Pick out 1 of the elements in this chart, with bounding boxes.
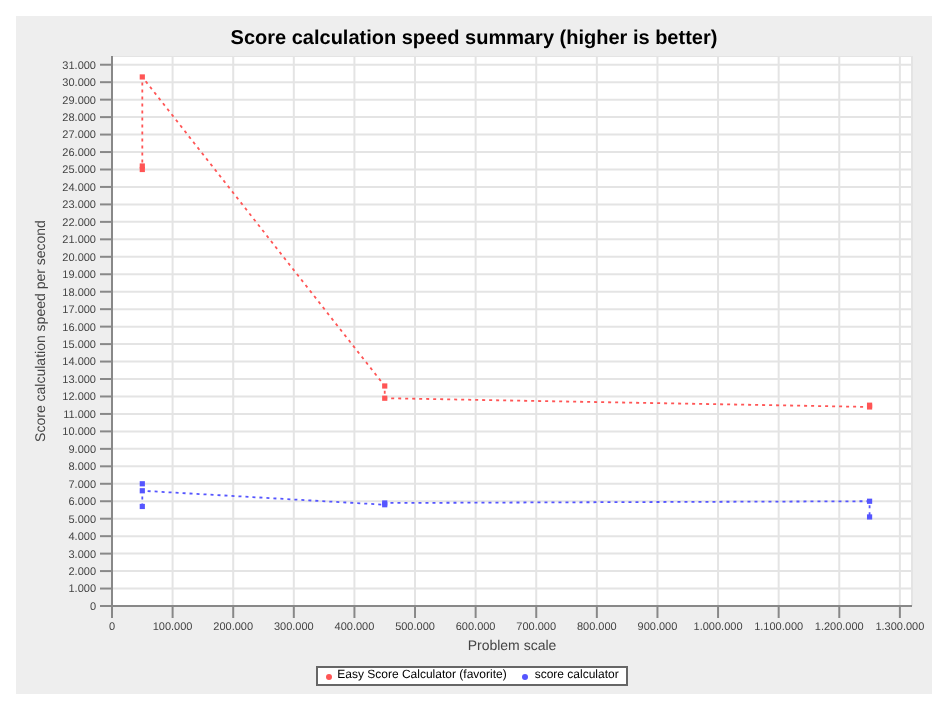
chart-title: Score calculation speed summary (higher is better)	[228, 26, 720, 54]
